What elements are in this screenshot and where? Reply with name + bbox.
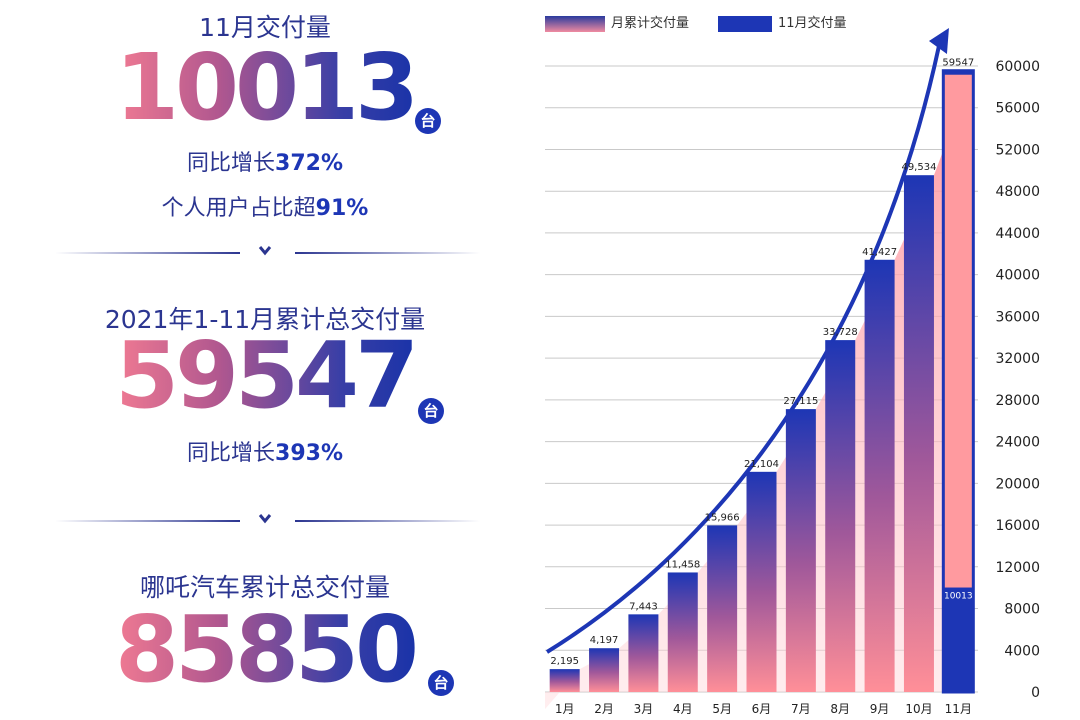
- y-tick-label: 44000: [995, 226, 1040, 242]
- y-tick-label: 40000: [995, 268, 1040, 284]
- x-tick-label: 7月: [791, 702, 811, 716]
- x-tick-label: 9月: [870, 702, 890, 716]
- bar-cumulative: [667, 572, 698, 692]
- data-label: 21,104: [744, 459, 779, 470]
- legend-label-november: 11月交付量: [778, 16, 847, 31]
- bar-cumulative: [746, 471, 777, 692]
- x-tick-label: 1月: [555, 702, 575, 716]
- y-tick-label: 4000: [1004, 643, 1040, 659]
- data-label: 59547: [942, 58, 974, 69]
- nov-delivery-value: 10013: [114, 34, 419, 141]
- total-delivery-caption: 哪吒汽车累计总交付量: [139, 573, 390, 602]
- bar-november-cap: [943, 70, 974, 75]
- y-tick-label: 60000: [995, 59, 1040, 75]
- bar-cumulative: [864, 259, 895, 692]
- nov-yoy-line: 同比增长372%: [0, 145, 530, 177]
- total-unit-badge: 台: [428, 670, 454, 696]
- data-label: 41,427: [862, 247, 897, 258]
- bar-cumulative: [707, 525, 738, 692]
- x-tick-label: 8月: [830, 702, 850, 716]
- x-tick-label: 3月: [634, 702, 654, 716]
- legend-swatch-november: [718, 15, 772, 32]
- trend-arrowhead: [928, 28, 949, 54]
- ytd-yoy-value: 393%: [275, 441, 343, 466]
- nov-delivery-number: 10013: [0, 42, 530, 134]
- x-tick-label: 4月: [673, 702, 693, 716]
- y-tick-label: 48000: [995, 184, 1040, 200]
- data-label: 15,966: [705, 512, 740, 523]
- bar-cumulative: [903, 175, 934, 693]
- total-delivery-number: 85850: [0, 604, 530, 696]
- personal-share-value: 91%: [315, 196, 369, 221]
- ytd-delivery-number: 59547: [0, 330, 530, 422]
- x-tick-label: 10月: [905, 702, 932, 716]
- x-tick-label: 2月: [594, 702, 614, 716]
- ytd-delivery-value: 59547: [114, 322, 419, 429]
- ytd-unit-badge: 台: [418, 398, 444, 424]
- data-label: 27,115: [783, 396, 818, 407]
- trend-arrow: [545, 45, 941, 654]
- data-label: 49,534: [901, 162, 936, 173]
- bar-cumulative: [825, 340, 856, 692]
- data-label: 7,443: [629, 601, 658, 612]
- y-tick-label: 8000: [1004, 602, 1040, 618]
- bar-november: [943, 587, 974, 692]
- legend-swatch-cumulative: [545, 15, 605, 32]
- ytd-yoy-label: 同比增长: [187, 441, 276, 466]
- nov-yoy-value: 372%: [275, 151, 343, 176]
- bar-cumulative: [589, 648, 620, 692]
- legend-november: 11月交付量: [718, 12, 847, 32]
- total-delivery-value: 85850: [114, 596, 419, 703]
- data-label: 4,197: [590, 635, 619, 646]
- ytd-delivery-caption: 2021年1-11月累计总交付量: [104, 305, 426, 334]
- divider-1: [55, 246, 480, 256]
- bar-cumulative: [549, 669, 580, 692]
- summary-panel: 11月交付量 10013 台 同比增长372% 个人用户占比超91% 2021年…: [0, 0, 530, 720]
- x-tick-label: 5月: [712, 702, 732, 716]
- y-tick-label: 28000: [995, 393, 1040, 409]
- x-tick-label: 6月: [752, 702, 772, 716]
- y-tick-label: 12000: [995, 560, 1040, 576]
- legend-label-cumulative: 月累计交付量: [611, 16, 690, 31]
- personal-share-line: 个人用户占比超91%: [0, 190, 530, 222]
- y-tick-label: 20000: [995, 476, 1040, 492]
- data-label: 11,458: [665, 559, 700, 570]
- bar-cumulative: [785, 409, 816, 692]
- ytd-yoy-line: 同比增长393%: [0, 435, 530, 467]
- november-data-label: 10013: [944, 592, 973, 602]
- nov-unit-badge: 台: [415, 108, 441, 134]
- chevron-down-icon: [258, 514, 272, 524]
- x-tick-label: 11月: [945, 702, 972, 716]
- nov-delivery-caption: 11月交付量: [199, 13, 331, 42]
- y-tick-label: 56000: [995, 101, 1040, 117]
- personal-share-label: 个人用户占比超: [161, 196, 316, 221]
- y-tick-label: 52000: [995, 142, 1040, 158]
- data-label: 33,728: [823, 327, 858, 338]
- y-tick-label: 0: [1031, 685, 1040, 701]
- chevron-down-icon: [258, 246, 272, 256]
- y-tick-label: 32000: [995, 351, 1040, 367]
- nov-yoy-label: 同比增长: [187, 151, 276, 176]
- legend-cumulative: 月累计交付量: [545, 12, 689, 32]
- divider-2: [55, 514, 480, 524]
- y-tick-label: 36000: [995, 309, 1040, 325]
- y-tick-label: 24000: [995, 435, 1040, 451]
- data-label: 2,195: [550, 656, 579, 667]
- bar-cumulative: [628, 614, 659, 692]
- y-tick-label: 16000: [995, 518, 1040, 534]
